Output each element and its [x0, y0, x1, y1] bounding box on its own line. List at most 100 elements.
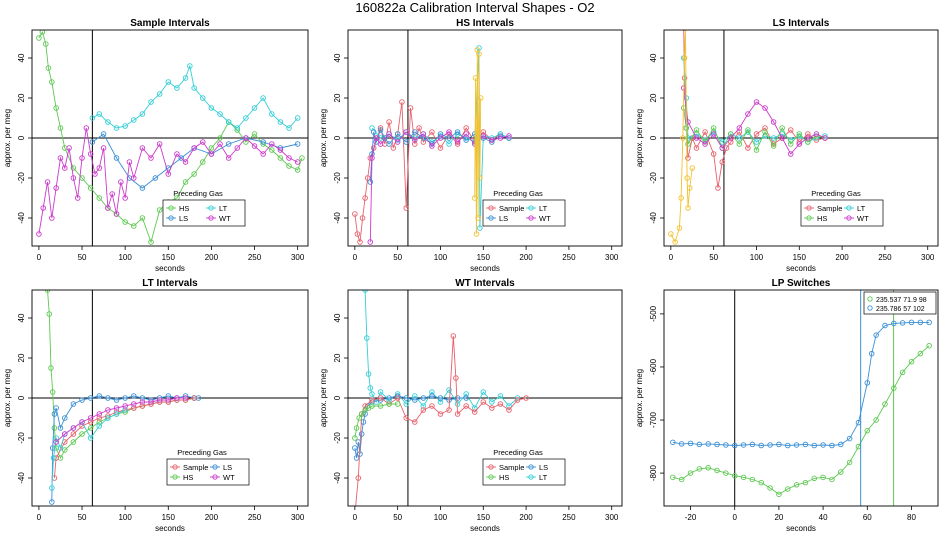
data-point: [477, 175, 483, 181]
data-point: [453, 375, 459, 381]
data-point: [463, 403, 469, 409]
data-point: [367, 385, 374, 391]
data-point: [118, 179, 124, 185]
data-point: [260, 151, 266, 157]
series-line: [364, 290, 518, 409]
data-point: [420, 139, 427, 145]
legend-box: [162, 199, 246, 227]
series-wt: [53, 395, 189, 445]
data-point: [838, 469, 844, 475]
legend-entry: WT: [857, 214, 869, 223]
data-point: [926, 342, 932, 349]
data-point: [139, 399, 146, 405]
data-point: [463, 131, 469, 137]
legend-swatch-point: [208, 205, 214, 211]
data-point: [70, 165, 77, 171]
data-point: [681, 55, 688, 61]
data-point: [131, 117, 137, 123]
data-point: [762, 125, 768, 131]
legend-entry: Sample: [817, 204, 842, 213]
x-axis-label: seconds: [155, 524, 185, 533]
data-point: [126, 159, 133, 165]
y-tick-label: 0: [17, 395, 26, 400]
data-point: [277, 119, 284, 125]
series-wt: [367, 129, 512, 245]
data-point: [463, 137, 469, 143]
data-point: [668, 231, 674, 237]
x-tick-label: 150: [162, 513, 176, 522]
data-point: [131, 223, 137, 229]
data-point: [687, 440, 694, 447]
x-tick-label: 20: [774, 513, 783, 522]
legend-entry: LS: [499, 214, 508, 223]
data-point: [685, 155, 691, 161]
data-point: [693, 127, 700, 133]
data-point: [829, 442, 835, 449]
y-tick-label: -40: [17, 212, 26, 224]
data-point: [57, 125, 64, 131]
data-point: [49, 79, 55, 85]
data-point: [53, 405, 59, 411]
data-point: [676, 225, 683, 231]
data-point: [44, 179, 51, 185]
data-point: [678, 476, 685, 483]
series-line: [672, 345, 930, 495]
data-point: [899, 320, 906, 326]
data-point: [437, 395, 444, 401]
data-point: [96, 419, 103, 425]
data-point: [57, 155, 64, 161]
x-tick-label: 100: [118, 513, 132, 522]
data-point: [403, 129, 409, 135]
legend-swatch-point: [488, 474, 494, 480]
data-point: [46, 311, 53, 317]
data-point: [728, 135, 734, 141]
data-point: [362, 195, 368, 201]
legend-swatch-point: [212, 474, 218, 480]
data-point: [758, 442, 764, 449]
legend-swatch-point: [846, 205, 852, 211]
series-line: [683, 87, 826, 155]
data-point: [369, 155, 375, 161]
data-point: [148, 99, 154, 105]
data-point: [353, 455, 360, 461]
data-point: [787, 151, 794, 157]
data-point: [864, 427, 871, 434]
data-point: [685, 119, 691, 125]
data-point: [702, 141, 708, 147]
data-point: [51, 425, 58, 431]
legend-box: [863, 291, 937, 315]
data-point: [294, 159, 301, 165]
data-point: [89, 139, 96, 145]
data-point: [208, 145, 215, 151]
data-point: [377, 403, 384, 409]
data-point: [87, 419, 94, 425]
x-tick-label: 200: [835, 253, 849, 262]
data-point: [49, 499, 55, 505]
data-point: [182, 75, 189, 81]
x-tick-label: 250: [248, 253, 262, 262]
data-point: [710, 125, 717, 131]
data-point: [269, 147, 275, 153]
data-point: [53, 105, 59, 111]
x-tick-label: 300: [291, 253, 305, 262]
data-point: [156, 91, 163, 97]
data-point: [359, 215, 366, 221]
legend-swatch-point: [488, 215, 494, 221]
data-point: [174, 151, 180, 157]
data-point: [416, 125, 422, 131]
data-point: [191, 395, 197, 401]
data-point: [148, 399, 154, 405]
data-point: [796, 131, 803, 137]
data-point: [822, 135, 828, 141]
data-point: [450, 333, 457, 339]
data-point: [174, 395, 180, 401]
data-point: [710, 151, 717, 157]
data-point: [762, 105, 768, 111]
x-tick-label: 250: [248, 513, 262, 522]
data-point: [352, 435, 358, 441]
y-tick-label: -700: [649, 411, 658, 428]
data-point: [882, 322, 888, 329]
data-point: [476, 51, 482, 57]
data-point: [109, 191, 115, 197]
data-point: [191, 171, 197, 177]
